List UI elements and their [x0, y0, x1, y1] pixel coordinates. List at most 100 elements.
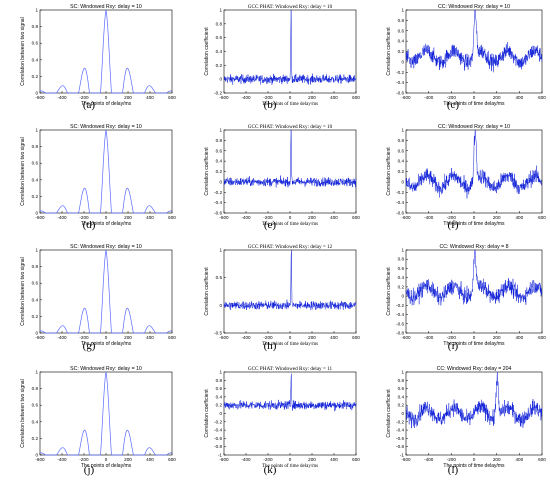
y-axis-label: Correlation coefficient [386, 389, 392, 438]
y-axis-label: Correlation coefficient [204, 389, 210, 438]
x-tick-label: 600 [352, 215, 360, 220]
y-tick-label: -0.4 [396, 200, 404, 205]
y-tick-label: 0.2 [32, 314, 39, 319]
x-tick-label: 600 [538, 95, 546, 100]
x-tick-label: 400 [146, 457, 154, 462]
chart-title: SC: Windowed Rxy: delay = 10 [70, 124, 142, 130]
x-tick-label: 200 [493, 457, 501, 462]
y-axis-label: Correlation coefficient [204, 27, 210, 76]
x-tick-label: -200 [79, 335, 89, 340]
y-tick-label: 1 [401, 8, 404, 13]
x-tick-label: -200 [447, 215, 457, 220]
chart-title: GCC PHAT: Windowed Rxy: delay = 11 [248, 366, 333, 372]
x-tick-label: 400 [515, 215, 523, 220]
y-tick-label: 0.4 [216, 49, 223, 54]
x-tick-label: 0 [473, 335, 476, 340]
y-tick-label: 0.6 [398, 266, 405, 271]
x-tick-label: 400 [146, 335, 154, 340]
label-l: (l) [447, 464, 459, 476]
label-d: (d) [82, 219, 96, 231]
x-axis-label: The points of time delay/ms [443, 101, 505, 107]
y-tick-label: 0 [35, 91, 38, 96]
y-tick-label: 1 [35, 8, 38, 13]
x-tick-label: 0 [105, 335, 108, 340]
chart-j: SC: Windowed Rxy: delay = 10 -600 -400 -200… [20, 366, 176, 469]
y-tick-label: 0.8 [32, 144, 39, 149]
x-tick-label: 0 [289, 215, 292, 220]
y-axis-label: Correlation between two signal [20, 17, 26, 85]
label-b: (b) [263, 99, 277, 111]
series-line [405, 249, 543, 306]
y-tick-label: 0.4 [32, 177, 39, 182]
y-tick-label: 1 [35, 370, 38, 375]
x-tick-label: 0 [473, 95, 476, 100]
x-tick-label: -400 [241, 95, 251, 100]
x-tick-label: 600 [168, 95, 176, 100]
y-tick-label: 1 [35, 128, 38, 133]
y-tick-label: 0 [401, 294, 404, 299]
y-tick-label: 1 [401, 248, 404, 253]
y-axis-label: Correlation between two signal [20, 137, 26, 205]
x-tick-label: 200 [493, 95, 501, 100]
y-tick-label: 0.2 [32, 436, 39, 441]
x-tick-label: 200 [308, 335, 316, 340]
label-e: (e) [263, 219, 277, 231]
x-tick-label: 600 [538, 457, 546, 462]
x-tick-label: -600 [219, 335, 229, 340]
y-tick-label: 0 [219, 303, 222, 308]
y-tick-label: 0.6 [32, 41, 39, 46]
x-tick-label: -400 [424, 335, 434, 340]
y-tick-label: -0.2 [214, 190, 222, 195]
series-line [223, 9, 357, 85]
x-tick-label: -400 [424, 95, 434, 100]
plot-frame [39, 129, 173, 214]
chart-title: SC: Windowed Rxy: delay = 10 [70, 244, 142, 250]
y-tick-label: 0.2 [216, 403, 223, 408]
x-tick-label: 200 [308, 457, 316, 462]
y-axis-label: Correlation coefficient [386, 27, 392, 76]
y-tick-label: 0.8 [216, 138, 223, 143]
x-axis-label: The points of delay/ms [81, 463, 132, 469]
y-tick-label: 0.8 [398, 18, 405, 23]
x-tick-label: 0 [289, 95, 292, 100]
chart-k: GCC PHAT: Windowed Rxy: delay = 11 -600 -4… [204, 366, 360, 469]
label-k: (k) [263, 464, 277, 476]
chart-d: SC: Windowed Rxy: delay = 10 -600 -400 -200… [20, 124, 176, 227]
x-tick-label: 0 [289, 335, 292, 340]
y-tick-label: -0.8 [396, 331, 404, 336]
x-tick-label: 0 [289, 457, 292, 462]
y-tick-label: 0.8 [398, 257, 405, 262]
y-tick-label: 1 [219, 128, 222, 133]
x-tick-label: -600 [401, 335, 411, 340]
y-tick-label: 0.6 [398, 386, 405, 391]
x-tick-label: 0 [473, 457, 476, 462]
chart-i: CC: Windowed Rxy: delay = 8 -600 -400 -200 0… [386, 244, 546, 347]
x-tick-label: 0 [473, 215, 476, 220]
y-axis-label: Correlation coefficient [386, 147, 392, 196]
x-axis-label: The points of time delay/ms [443, 341, 505, 347]
x-tick-label: 200 [308, 95, 316, 100]
y-tick-label: 0 [219, 411, 222, 416]
y-tick-label: 0.6 [32, 281, 39, 286]
x-tick-label: 400 [515, 457, 523, 462]
y-tick-label: 1 [219, 248, 222, 253]
y-tick-label: -0.8 [214, 444, 222, 449]
y-tick-label: 0 [401, 411, 404, 416]
x-tick-label: -600 [219, 95, 229, 100]
series-line [39, 129, 173, 214]
chart-a: SC: Windowed Rxy: delay = 10 -600 -400 -200… [20, 4, 176, 107]
x-tick-label: 600 [168, 215, 176, 220]
y-tick-label: -0.6 [214, 436, 222, 441]
y-tick-label: -0.2 [214, 91, 222, 96]
y-tick-label: 0 [35, 453, 38, 458]
x-axis-label: The points of time delay/ms [443, 463, 505, 469]
y-tick-label: 0 [35, 331, 38, 336]
y-tick-label: -0.2 [396, 70, 404, 75]
y-tick-label: 0 [219, 77, 222, 82]
y-axis-label: Correlation between two signal [20, 379, 26, 447]
y-tick-label: -0.6 [214, 211, 222, 216]
chart-title: GCC PHAT: Windowed Rxy: delay = 12 [248, 244, 333, 250]
x-tick-label: 200 [124, 95, 132, 100]
